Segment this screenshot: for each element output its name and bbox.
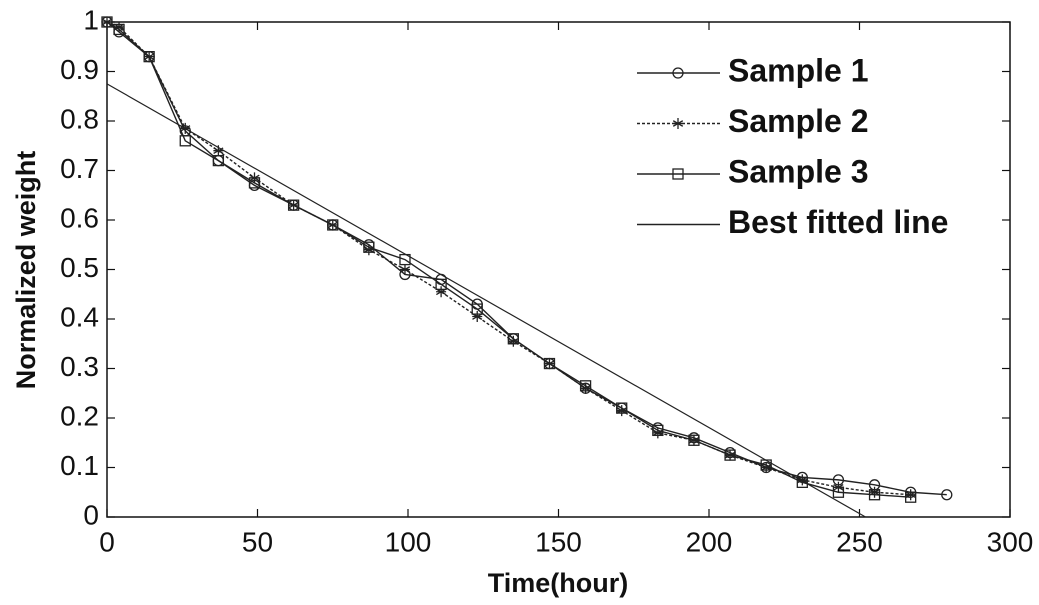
y-axis-label: Normalized weight — [11, 151, 41, 390]
marker — [363, 244, 374, 256]
marker — [652, 427, 663, 439]
legend-label: Sample 1 — [728, 52, 869, 88]
marker — [327, 219, 339, 231]
x-axis-label: Time(hour) — [488, 568, 629, 598]
marker — [905, 489, 916, 501]
marker — [579, 380, 592, 392]
marker — [435, 278, 447, 291]
marker — [113, 23, 125, 36]
y-tick-label: 0.1 — [60, 450, 99, 481]
y-tick-label: 0.5 — [60, 252, 99, 283]
marker — [363, 241, 375, 253]
x-tick-label: 0 — [99, 526, 115, 557]
legend-label: Best fitted line — [728, 204, 948, 240]
marker — [761, 462, 772, 473]
marker — [179, 135, 191, 147]
x-tick-label: 200 — [686, 526, 733, 557]
marker — [672, 67, 684, 79]
marker — [672, 118, 684, 129]
x-tick-label: 250 — [836, 526, 883, 557]
marker — [688, 434, 700, 446]
marker — [869, 486, 880, 498]
x-tick-label: 50 — [242, 526, 273, 557]
marker — [672, 168, 684, 180]
marker — [616, 405, 627, 417]
y-tick-label: 1 — [83, 4, 99, 35]
x-tick-label: 100 — [385, 526, 432, 557]
marker — [832, 486, 845, 498]
marker — [113, 21, 125, 33]
marker — [724, 449, 736, 461]
series-line — [106, 21, 911, 496]
marker — [472, 311, 483, 323]
legend-label: Sample 2 — [728, 103, 869, 139]
marker — [543, 357, 556, 370]
marker — [101, 16, 113, 28]
marker — [797, 474, 808, 486]
y-tick-label: 0.7 — [60, 153, 99, 184]
marker — [436, 286, 447, 298]
marker — [143, 51, 155, 63]
y-tick-label: 0.3 — [60, 351, 99, 382]
x-tick-label: 300 — [987, 526, 1034, 557]
marker — [796, 476, 808, 489]
marker — [616, 402, 628, 414]
marker — [508, 335, 519, 347]
marker — [248, 177, 261, 189]
marker — [507, 333, 520, 345]
series-line — [106, 83, 866, 518]
marker — [212, 154, 225, 167]
y-tick-label: 0.8 — [60, 103, 99, 134]
plot-frame — [106, 21, 1011, 518]
marker — [905, 491, 917, 503]
marker — [399, 264, 411, 275]
y-tick-label: 0.4 — [60, 301, 99, 332]
y-tick-label: 0 — [83, 499, 99, 530]
marker — [580, 382, 591, 394]
marker — [287, 199, 300, 211]
marker — [213, 145, 224, 157]
marker — [941, 489, 953, 501]
marker — [652, 424, 664, 437]
y-tick-label: 0.9 — [60, 54, 99, 85]
y-tick-label: 0.2 — [60, 400, 99, 431]
marker — [868, 489, 881, 501]
x-tick-label: 150 — [535, 526, 582, 557]
marker — [471, 303, 483, 315]
legend-label: Sample 3 — [728, 153, 869, 189]
y-tick-label: 0.6 — [60, 202, 99, 233]
